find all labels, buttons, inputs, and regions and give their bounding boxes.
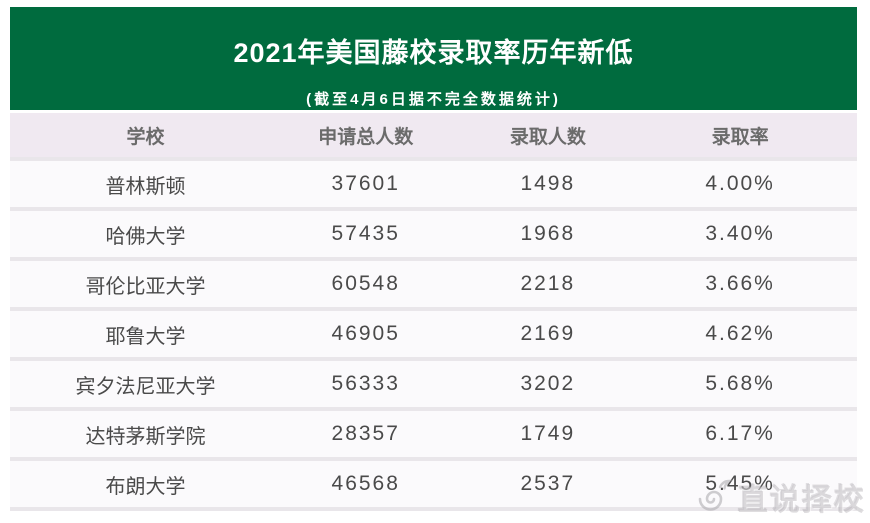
cell-applicants: 37601 xyxy=(331,172,400,195)
cell-applicants: 46568 xyxy=(331,472,400,495)
cell-rate: 3.40% xyxy=(705,222,775,245)
column-header-rate: 录取率 xyxy=(711,126,769,148)
cell-admitted: 1968 xyxy=(520,222,576,245)
column-header-school: 学校 xyxy=(126,126,165,148)
spiral-logo-icon xyxy=(690,476,736,518)
table-row: 耶鲁大学 46905 2169 4.62% xyxy=(10,311,857,357)
table-row: 哥伦比亚大学 60548 2218 3.66% xyxy=(10,261,857,307)
cell-applicants: 60548 xyxy=(331,272,400,295)
page-title: 2021年美国藤校录取率历年新低 xyxy=(233,38,634,68)
table-row: 普林斯顿 37601 1498 4.00% xyxy=(10,161,857,207)
cell-school: 宾夕法尼亚大学 xyxy=(75,375,216,398)
cell-admitted: 1749 xyxy=(520,422,576,445)
page-subtitle: (截至4月6日据不完全数据统计) xyxy=(306,91,561,108)
cell-rate: 3.66% xyxy=(705,272,775,295)
column-header-applicants: 申请总人数 xyxy=(318,126,414,148)
watermark: 直说择校 xyxy=(690,475,866,519)
cell-rate: 5.45% xyxy=(705,472,775,495)
cell-admitted: 1498 xyxy=(520,172,576,195)
cell-school: 哈佛大学 xyxy=(105,225,186,248)
cell-applicants: 46905 xyxy=(331,322,400,345)
cell-rate: 4.62% xyxy=(705,322,775,345)
cell-rate: 5.68% xyxy=(705,372,775,395)
table-row: 达特茅斯学院 28357 1749 6.17% xyxy=(10,411,857,457)
table-header-row: 学校 申请总人数 录取人数 录取率 xyxy=(10,113,857,157)
cell-admitted: 2218 xyxy=(520,272,576,295)
cell-rate: 4.00% xyxy=(705,172,775,195)
cell-applicants: 28357 xyxy=(331,422,400,445)
table-row: 哈佛大学 57435 1968 3.40% xyxy=(10,211,857,257)
cell-admitted: 2169 xyxy=(520,322,576,345)
cell-school: 普林斯顿 xyxy=(105,175,186,198)
cell-school: 达特茅斯学院 xyxy=(85,425,206,448)
cell-school: 布朗大学 xyxy=(105,475,186,498)
table-row: 布朗大学 46568 2537 5.45% xyxy=(10,461,857,507)
cell-school: 耶鲁大学 xyxy=(105,325,186,348)
cell-admitted: 3202 xyxy=(520,372,576,395)
table-row: 宾夕法尼亚大学 56333 3202 5.68% xyxy=(10,361,857,407)
admissions-table: 学校 申请总人数 录取人数 录取率 普林斯顿 37601 1498 4.00% … xyxy=(10,113,857,511)
cell-rate: 6.17% xyxy=(705,422,775,445)
cell-applicants: 57435 xyxy=(331,222,400,245)
cell-admitted: 2537 xyxy=(520,472,576,495)
watermark-label: 直说择校 xyxy=(738,484,866,517)
cell-school: 哥伦比亚大学 xyxy=(85,275,206,298)
banner: 2021年美国藤校录取率历年新低 (截至4月6日据不完全数据统计) xyxy=(10,7,857,110)
column-header-admitted: 录取人数 xyxy=(509,126,586,148)
cell-applicants: 56333 xyxy=(331,372,400,395)
